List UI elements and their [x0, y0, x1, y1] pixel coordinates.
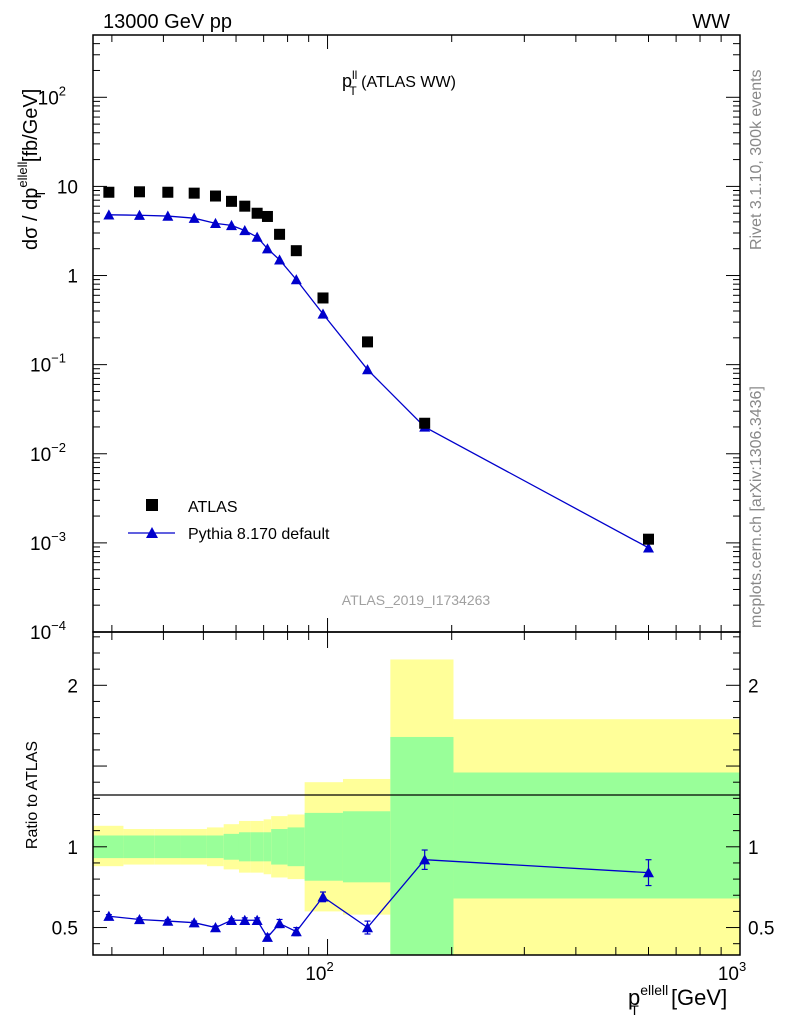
- ratio-band-inner: [263, 832, 272, 862]
- ratio-band-inner: [304, 812, 343, 881]
- main-ytick-label: 10−4: [30, 618, 66, 644]
- legend-mc-label: Pythia 8.170 default: [188, 526, 330, 543]
- ratio-point: [188, 917, 200, 928]
- mc-point: [209, 217, 221, 229]
- atlas-point: [226, 195, 238, 207]
- ratio-point: [239, 914, 251, 925]
- atlas-point: [239, 200, 251, 212]
- ratio-frame: [92, 631, 741, 956]
- ratio-point: [290, 926, 302, 937]
- atlas-point: [362, 336, 374, 348]
- main-ytick-label: 10−2: [30, 440, 66, 466]
- atlas-point: [162, 186, 174, 198]
- atlas-point: [290, 245, 302, 257]
- ratio-point: [274, 918, 286, 929]
- ratio-marks: [103, 849, 654, 942]
- ratio-band-inner: [154, 835, 181, 859]
- main-marks: [103, 186, 654, 553]
- legend-data-marker: [146, 499, 158, 511]
- mc-curve: [108, 214, 649, 549]
- mc-point: [642, 542, 654, 553]
- ratio-point: [226, 914, 238, 925]
- ratio-axes: 0.5 0.5 1 1 2 2 102 103: [52, 632, 774, 985]
- main-ylabel: dσ / dpellellT [fb/GeV]: [15, 89, 48, 250]
- ratio-point: [362, 922, 374, 933]
- ratio-point: [642, 867, 654, 878]
- ratio-point: [251, 914, 263, 925]
- atlas-point: [642, 533, 654, 545]
- analysis-id-label: ATLAS_2019_I1734263: [342, 592, 491, 608]
- ratio-ytick-label-left: 2: [67, 676, 78, 697]
- ratio-band-inner: [206, 835, 224, 859]
- mc-point: [261, 243, 273, 254]
- legend-mc-marker: [146, 527, 158, 538]
- mc-point: [251, 231, 263, 242]
- ratio-band-inner: [223, 833, 239, 860]
- energy-label: 13000 GeV pp: [103, 11, 232, 33]
- main-panel: 10−4 10−3 10−2 10−1 1 10 102 pll T (ATLAS WW) d…: [15, 34, 741, 644]
- ratio-point: [162, 915, 174, 926]
- ratio-point: [317, 891, 329, 902]
- main-ytick-label: 10−3: [30, 529, 66, 555]
- mc-point: [239, 225, 251, 236]
- ratio-panel: 0.5 0.5 1 1 2 2 102 103 Ratio to ATLAS pellell T…: [24, 631, 774, 1018]
- ratio-band-inner: [287, 827, 305, 867]
- ratio-band-inner: [123, 835, 155, 859]
- ratio-band-inner: [180, 835, 207, 859]
- atlas-point: [317, 292, 329, 304]
- ratio-ytick-label-left: 1: [67, 838, 78, 859]
- atlas-point: [261, 210, 273, 222]
- ratio-xtick-label: 102: [305, 959, 333, 985]
- ratio-point: [103, 910, 115, 921]
- ratio-ytick-label-left: 0.5: [52, 919, 78, 940]
- ratio-band-inner: [271, 829, 288, 865]
- atlas-point: [251, 207, 263, 219]
- main-ytick-label: 1: [67, 267, 78, 288]
- mc-point: [188, 212, 200, 223]
- ratio-point: [209, 922, 221, 933]
- mc-point: [274, 254, 286, 265]
- atlas-point: [209, 190, 221, 202]
- atlas-point: [103, 186, 115, 198]
- main-ytick-label: 102: [38, 83, 66, 109]
- atlas-point: [188, 187, 200, 199]
- atlas-point: [274, 228, 286, 240]
- legend: ATLAS Pythia 8.170 default: [128, 499, 330, 543]
- mc-point: [133, 209, 145, 220]
- ratio-band-inner: [453, 772, 740, 899]
- ratio-ytick-label-right: 0.5: [748, 919, 774, 940]
- mc-point: [362, 364, 374, 375]
- mc-point: [103, 209, 115, 220]
- ratio-ytick-label-right: 1: [748, 838, 759, 859]
- ratio-ylabel: Ratio to ATLAS: [24, 741, 41, 849]
- atlas-point: [419, 417, 431, 429]
- rivet-version-label: Rivet 3.1.10, 300k events: [748, 69, 765, 250]
- mc-point: [317, 308, 329, 319]
- ratio-bands: [93, 659, 740, 955]
- ratio-band-inner: [250, 832, 264, 862]
- ratio-point: [133, 913, 145, 925]
- legend-data-label: ATLAS: [188, 499, 238, 516]
- site-label: mcplots.cern.ch [arXiv:1306.3436]: [748, 386, 765, 628]
- ratio-xtick-label: 103: [718, 959, 746, 985]
- ratio-band-inner: [342, 811, 391, 883]
- main-ytick-label: 10−1: [30, 351, 66, 377]
- mc-point: [162, 210, 174, 221]
- main-axes: 10−4 10−3 10−2 10−1 1 10 102: [30, 34, 741, 644]
- main-title: pll T (ATLAS WW): [342, 68, 456, 98]
- atlas-point: [133, 186, 145, 198]
- ratio-xlabel: pellell T [GeV]: [628, 982, 727, 1018]
- mc-point: [290, 274, 302, 285]
- main-ytick-label: 10: [57, 177, 78, 198]
- ratio-ytick-label-right: 2: [748, 676, 759, 697]
- ratio-point: [261, 931, 273, 942]
- process-label: WW: [692, 11, 730, 33]
- mc-point: [226, 219, 238, 231]
- ratio-band-inner: [390, 736, 454, 955]
- ratio-band-inner: [93, 835, 124, 859]
- ratio-point: [419, 854, 431, 865]
- ratio-band-inner: [238, 832, 251, 862]
